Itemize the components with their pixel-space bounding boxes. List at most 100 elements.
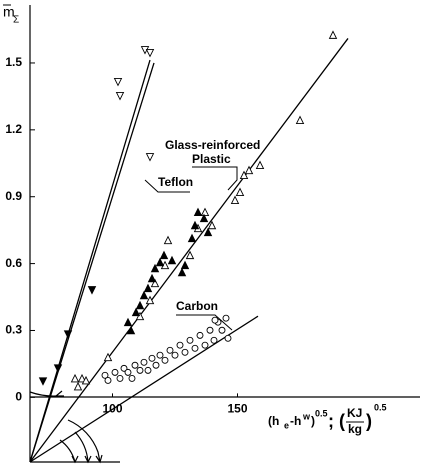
x-label-part: 0.5 <box>315 408 328 418</box>
angle-marks <box>29 390 120 464</box>
point <box>163 235 173 245</box>
x-label-part: w <box>302 411 311 421</box>
annotation: Plastic <box>192 152 231 166</box>
point <box>81 375 91 385</box>
point <box>126 325 136 335</box>
point <box>177 267 187 277</box>
point <box>131 361 139 369</box>
x-label-part: ) <box>311 414 315 428</box>
point <box>104 376 112 384</box>
point <box>187 233 197 243</box>
point <box>53 364 63 373</box>
point <box>135 300 145 310</box>
point <box>150 263 160 273</box>
point <box>206 326 214 334</box>
y-tick-label: 1.2 <box>5 122 22 136</box>
point <box>70 373 80 383</box>
point <box>77 373 87 383</box>
point <box>211 316 219 324</box>
leader <box>144 179 190 193</box>
point <box>199 213 209 223</box>
point <box>145 295 155 305</box>
point <box>145 153 155 162</box>
point <box>166 346 174 354</box>
x-label-part: 0.5 <box>374 402 387 412</box>
point <box>235 187 245 196</box>
fit-line <box>29 59 151 463</box>
annotation: Teflon <box>158 175 193 189</box>
fit-line <box>29 315 259 463</box>
point <box>63 330 73 339</box>
x-label-part: ) <box>366 411 372 431</box>
point <box>115 92 125 101</box>
point <box>131 307 141 317</box>
point <box>144 366 152 374</box>
x-tick-label: 150 <box>227 402 247 416</box>
point <box>191 344 199 352</box>
point <box>73 381 83 391</box>
x-label-part: kg <box>348 422 362 436</box>
y-label: m <box>3 4 15 20</box>
point <box>222 314 230 322</box>
x-label: (h e -h w ) 0.5 ; ( KJ kg ) 0.5 <box>268 402 387 436</box>
point <box>135 311 145 321</box>
point <box>128 374 136 382</box>
point <box>113 77 123 87</box>
x-label-part: e <box>284 420 289 430</box>
leader <box>176 314 233 331</box>
point <box>193 207 203 217</box>
y-tick-label: 0 <box>15 390 22 404</box>
point <box>200 207 210 217</box>
x-label-part: (h <box>268 414 279 428</box>
fit-line <box>29 62 155 463</box>
point <box>156 351 164 359</box>
x-label-part: -h <box>290 414 301 428</box>
point <box>155 257 165 267</box>
y-tick-label: 1.5 <box>5 55 22 69</box>
point <box>159 250 169 260</box>
point <box>203 227 213 237</box>
point <box>136 366 144 374</box>
point <box>101 371 109 379</box>
annotations: Glass-reinforced Plastic Teflon Carbon <box>144 138 260 331</box>
point <box>207 220 217 230</box>
point <box>196 331 204 339</box>
point <box>111 368 119 376</box>
annotation: Glass-reinforced <box>165 138 260 152</box>
point <box>295 115 305 124</box>
point <box>186 336 194 344</box>
point <box>201 341 209 349</box>
point <box>255 160 265 170</box>
point <box>116 374 124 382</box>
point <box>120 364 128 372</box>
leader <box>192 166 238 191</box>
point <box>123 317 133 327</box>
point <box>140 358 148 366</box>
y-tick-label: 0.6 <box>5 256 22 270</box>
y-tick-label: 0.3 <box>5 323 22 337</box>
point <box>180 260 190 270</box>
point <box>152 361 160 369</box>
point <box>218 326 226 334</box>
point <box>181 348 189 356</box>
point <box>210 336 218 344</box>
point <box>176 341 184 349</box>
point <box>148 354 156 362</box>
x-label-part: KJ <box>347 406 362 420</box>
point <box>38 377 48 386</box>
annotation: Carbon <box>176 299 218 313</box>
point <box>185 250 195 260</box>
point <box>87 286 97 295</box>
point <box>124 368 132 376</box>
fit-line <box>29 38 349 463</box>
x-label-part: ; ( <box>328 411 345 431</box>
point <box>147 273 157 283</box>
point <box>224 334 232 342</box>
point <box>103 352 113 362</box>
point <box>161 356 169 364</box>
point <box>230 195 240 205</box>
point <box>167 255 177 265</box>
point <box>139 290 149 300</box>
point <box>239 170 249 180</box>
